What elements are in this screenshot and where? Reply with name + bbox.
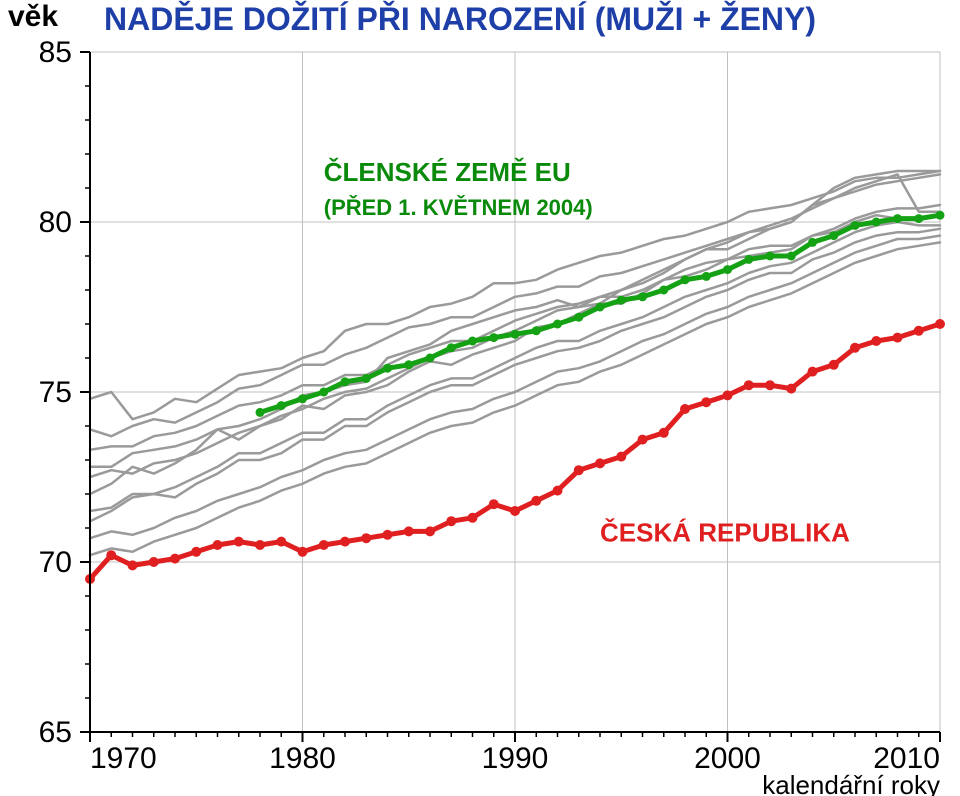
eu-series-marker — [702, 272, 711, 281]
x-tick-label: 1990 — [482, 742, 549, 775]
eu-series-marker — [298, 394, 307, 403]
eu-series-marker — [426, 354, 435, 363]
eu-series-marker — [553, 320, 562, 329]
cz-series-marker — [298, 547, 308, 557]
cz-series-marker — [914, 326, 924, 336]
eu-series-marker — [319, 388, 328, 397]
x-axis-label: kalendářní roky — [762, 770, 940, 796]
y-tick-label: 75 — [39, 376, 72, 409]
cz-series-marker — [680, 404, 690, 414]
cz-series-marker — [425, 526, 435, 536]
eu-series-marker — [829, 231, 838, 240]
cz-series-marker — [149, 557, 159, 567]
cz-series-marker — [765, 380, 775, 390]
cz-series-marker — [468, 513, 478, 523]
life-expectancy-chart: 657075808519701980199020002010věkNADĚJE … — [0, 0, 960, 796]
x-tick-label: 1970 — [90, 742, 157, 775]
cz-series-marker — [553, 486, 563, 496]
cz-series-marker — [191, 547, 201, 557]
cz-series-marker — [510, 506, 520, 516]
eu-series-marker — [362, 374, 371, 383]
cz-series-marker — [489, 499, 499, 509]
eu-series-marker — [872, 218, 881, 227]
eu-series-marker — [766, 252, 775, 261]
eu-series-marker — [596, 303, 605, 312]
cz-series-marker — [106, 550, 116, 560]
cz-series-marker — [404, 526, 414, 536]
eu-series-marker — [383, 364, 392, 373]
eu-series-marker — [277, 401, 286, 410]
eu-series-marker — [511, 330, 520, 339]
cz-series-marker — [340, 537, 350, 547]
y-tick-label: 85 — [39, 36, 72, 69]
cz-series-marker — [616, 452, 626, 462]
cz-series-marker — [829, 360, 839, 370]
cz-series-marker — [170, 554, 180, 564]
x-tick-label: 2000 — [694, 742, 761, 775]
eu-series-marker — [256, 408, 265, 417]
cz-series-marker — [234, 537, 244, 547]
cz-series-marker — [723, 390, 733, 400]
eu-annotation-line1: ČLENSKÉ ZEMĚ EU — [324, 157, 571, 187]
eu-series-marker — [404, 360, 413, 369]
eu-series-marker — [617, 296, 626, 305]
cz-series-marker — [786, 384, 796, 394]
eu-series-marker — [808, 238, 817, 247]
cz-series-marker — [574, 465, 584, 475]
cz-series-marker — [319, 540, 329, 550]
cz-series-marker — [659, 428, 669, 438]
y-tick-label: 65 — [39, 716, 72, 749]
cz-series-marker — [638, 435, 648, 445]
eu-series-marker — [341, 377, 350, 386]
cz-series-marker — [276, 537, 286, 547]
eu-annotation-line2: (PŘED 1. KVĚTNEM 2004) — [324, 195, 593, 220]
cz-series-marker — [871, 336, 881, 346]
eu-series-marker — [851, 221, 860, 230]
eu-series-marker — [893, 214, 902, 223]
x-tick-label: 1980 — [269, 742, 336, 775]
cz-series-marker — [383, 530, 393, 540]
eu-series-marker — [638, 292, 647, 301]
eu-series-marker — [574, 313, 583, 322]
cz-series-marker — [128, 560, 138, 570]
cz-series-marker — [893, 333, 903, 343]
cz-series-marker — [213, 540, 223, 550]
cz-series-marker — [531, 496, 541, 506]
eu-series-marker — [447, 343, 456, 352]
eu-series-marker — [914, 214, 923, 223]
eu-series-marker — [681, 275, 690, 284]
eu-series-marker — [787, 252, 796, 261]
cz-series-marker — [850, 343, 860, 353]
cz-series-marker — [255, 540, 265, 550]
cz-series-marker — [701, 397, 711, 407]
y-axis-label: věk — [8, 0, 58, 33]
eu-series-marker — [936, 211, 945, 220]
eu-series-marker — [723, 265, 732, 274]
cz-series-marker — [361, 533, 371, 543]
eu-series-marker — [659, 286, 668, 295]
eu-series-marker — [489, 333, 498, 342]
chart-svg: 657075808519701980199020002010věkNADĚJE … — [0, 0, 960, 796]
eu-series-marker — [744, 255, 753, 264]
cz-series-marker — [808, 367, 818, 377]
cz-series-marker — [595, 458, 605, 468]
y-tick-label: 80 — [39, 206, 72, 239]
eu-series-marker — [468, 337, 477, 346]
cz-series-marker — [935, 319, 945, 329]
eu-series-marker — [532, 326, 541, 335]
cz-series-marker — [446, 516, 456, 526]
y-tick-label: 70 — [39, 546, 72, 579]
cz-series-marker — [744, 380, 754, 390]
cz-annotation: ČESKÁ REPUBLIKA — [600, 518, 850, 548]
chart-title: NADĚJE DOŽITÍ PŘI NAROZENÍ (MUŽI + ŽENY) — [104, 1, 816, 37]
